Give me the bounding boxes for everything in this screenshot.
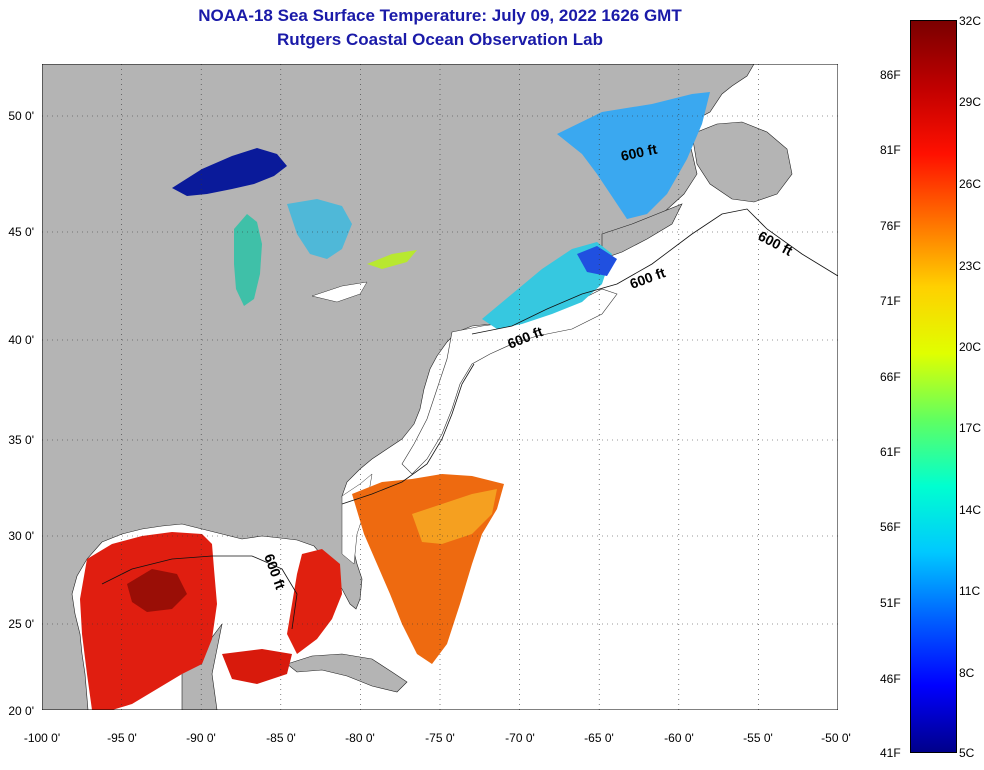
lat-tick-label: 35 0' bbox=[8, 433, 34, 447]
lat-tick-label: 20 0' bbox=[8, 704, 34, 718]
colorbar-label-c: 32C bbox=[959, 14, 982, 28]
sst-map[interactable]: 600 ft 600 ft 600 ft 600 ft 600 ft bbox=[42, 64, 838, 710]
lake-huron bbox=[287, 199, 352, 259]
lon-tick-label: -90 0' bbox=[186, 731, 216, 745]
lake-erie bbox=[367, 250, 417, 269]
land-cuba bbox=[286, 653, 408, 693]
colorbar-label-f: 51F bbox=[880, 596, 901, 610]
lon-tick-label: -80 0' bbox=[345, 731, 375, 745]
lon-tick-label: -100 0' bbox=[24, 731, 60, 745]
lon-tick-label: -60 0' bbox=[664, 731, 694, 745]
colorbar-label-f: 86F bbox=[880, 68, 901, 82]
lat-tick-label: 30 0' bbox=[8, 529, 34, 543]
page-subtitle: Rutgers Coastal Ocean Observation Lab bbox=[277, 30, 603, 49]
depth-contour-600ft-gulf bbox=[101, 555, 298, 630]
colorbar-label-c: 29C bbox=[959, 95, 982, 109]
sst-gulf-of-maine bbox=[482, 242, 612, 329]
colorbar-label-c: 26C bbox=[959, 177, 982, 191]
colorbar-label-c: 8C bbox=[959, 666, 975, 680]
lon-tick-label: -55 0' bbox=[743, 731, 773, 745]
lon-tick-label: -65 0' bbox=[584, 731, 614, 745]
lat-tick-label: 25 0' bbox=[8, 617, 34, 631]
lat-tick-label: 50 0' bbox=[8, 109, 34, 123]
colorbar-label-f: 56F bbox=[880, 520, 901, 534]
sst-gulf-of-st-lawrence bbox=[557, 92, 710, 219]
lake-superior bbox=[172, 148, 287, 196]
sst-bay-of-fundy bbox=[577, 246, 617, 276]
colorbar-label-f: 81F bbox=[880, 143, 901, 157]
depth-contour-600ft-north bbox=[471, 208, 838, 335]
sst-gulf-stream bbox=[412, 489, 497, 544]
colorbar-label-c: 14C bbox=[959, 503, 982, 517]
page-title: NOAA-18 Sea Surface Temperature: July 09… bbox=[198, 6, 682, 25]
depth-label-north: 600 ft bbox=[619, 141, 658, 164]
colorbar-label-c: 5C bbox=[959, 746, 975, 760]
temperature-colorbar bbox=[910, 20, 957, 753]
land-newfoundland bbox=[691, 121, 793, 203]
lake-michigan bbox=[234, 214, 262, 306]
depth-contour-600ft-east bbox=[341, 363, 475, 505]
sst-gulf-dark-core bbox=[127, 569, 187, 612]
colorbar-label-c: 17C bbox=[959, 421, 982, 435]
lon-tick-label: -70 0' bbox=[505, 731, 535, 745]
lon-tick-label: -85 0' bbox=[266, 731, 296, 745]
lat-tick-labels: 20 0' 25 0' 30 0' 35 0' 40 0' 45 0' 50 0… bbox=[8, 109, 34, 718]
lon-tick-label: -75 0' bbox=[425, 731, 455, 745]
colorbar-label-f: 66F bbox=[880, 370, 901, 384]
colorbar-label-f: 61F bbox=[880, 445, 901, 459]
colorbar-label-c: 23C bbox=[959, 259, 982, 273]
colorbar-label-f: 41F bbox=[880, 746, 901, 760]
lake-ontario bbox=[311, 281, 368, 303]
lon-tick-labels: -100 0' -95 0' -90 0' -85 0' -80 0' -75 … bbox=[24, 731, 851, 745]
sst-caribbean bbox=[222, 649, 292, 684]
lon-tick-label: -50 0' bbox=[821, 731, 851, 745]
lat-tick-label: 40 0' bbox=[8, 333, 34, 347]
lon-tick-label: -95 0' bbox=[107, 731, 137, 745]
colorbar-label-c: 20C bbox=[959, 340, 982, 354]
colorbar-label-c: 11C bbox=[959, 584, 981, 598]
colorbar-label-f: 46F bbox=[880, 672, 901, 686]
sst-eastern-gulf bbox=[287, 549, 342, 654]
lat-tick-label: 45 0' bbox=[8, 225, 34, 239]
colorbar-label-f: 71F bbox=[880, 294, 901, 308]
sst-gulf-of-mexico bbox=[80, 532, 217, 710]
colorbar-label-f: 76F bbox=[880, 219, 901, 233]
